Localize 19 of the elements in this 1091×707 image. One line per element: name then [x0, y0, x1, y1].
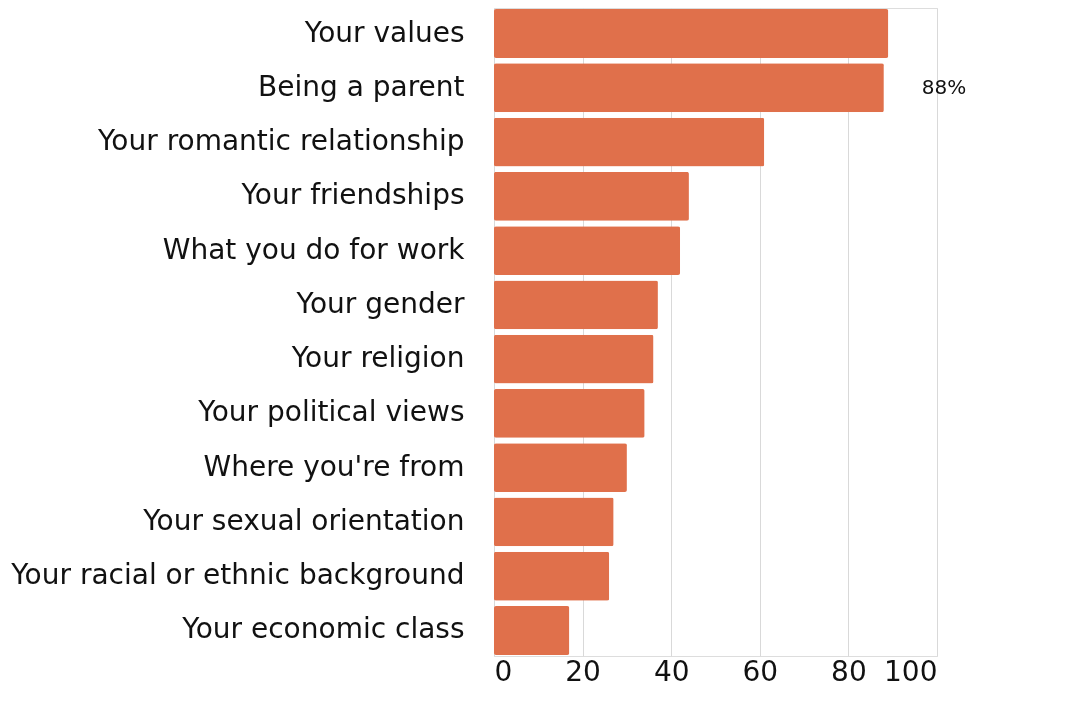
- y-tick-label: Your political views: [197, 395, 465, 429]
- x-tick-label: 20: [565, 654, 601, 688]
- y-tick-label: Your values: [303, 15, 465, 49]
- y-tick-label: Your economic class: [181, 612, 465, 646]
- y-tick-label: Your sexual orientation: [142, 503, 465, 537]
- x-tick-label: 0: [494, 654, 513, 688]
- x-tick-label: 60: [742, 654, 779, 688]
- data-label: 88%: [921, 74, 967, 99]
- x-tick-label: 40: [653, 654, 690, 688]
- x-tick-label: 80: [831, 654, 867, 688]
- y-tick-label: Your friendships: [240, 178, 465, 212]
- y-tick-label: Your religion: [290, 341, 465, 375]
- y-tick-label: Your romantic relationship: [96, 124, 465, 158]
- y-tick-label: Your gender: [295, 286, 465, 320]
- y-tick-label: What you do for work: [162, 232, 466, 266]
- y-tick-label: Your racial or ethnic background: [10, 558, 465, 592]
- x-tick-label: 100: [884, 654, 938, 688]
- y-tick-label: Being a parent: [258, 69, 465, 103]
- y-tick-label: Where you're from: [203, 449, 465, 483]
